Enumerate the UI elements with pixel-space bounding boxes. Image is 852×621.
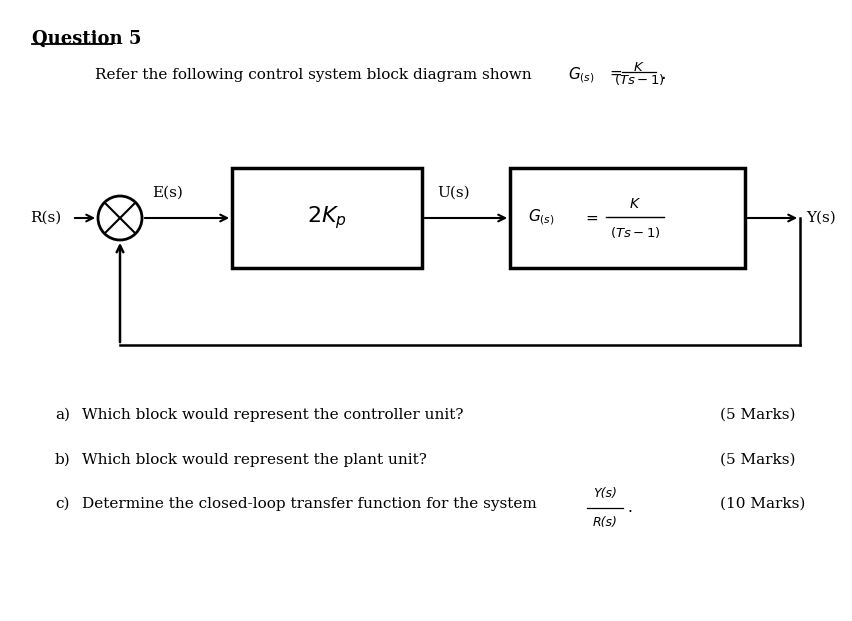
Text: $2K_p$: $2K_p$ [307,204,347,232]
Text: Which block would represent the controller unit?: Which block would represent the controll… [82,408,463,422]
Text: E(s): E(s) [152,186,183,200]
Text: Question 5: Question 5 [32,30,141,48]
Text: $=$: $=$ [583,209,599,225]
Text: $=$: $=$ [607,65,623,80]
Text: (10 Marks): (10 Marks) [720,497,805,511]
Text: $K$: $K$ [633,61,645,74]
Text: (5 Marks): (5 Marks) [720,408,796,422]
Text: .: . [627,501,632,515]
Text: Determine the closed-loop transfer function for the system: Determine the closed-loop transfer funct… [82,497,537,511]
Text: R(s): R(s) [30,211,61,225]
Text: $(Ts-1)$: $(Ts-1)$ [613,72,665,87]
Text: U(s): U(s) [437,186,469,200]
Text: b): b) [55,453,71,467]
Text: $G_{(s)}$: $G_{(s)}$ [528,207,555,227]
Text: .: . [660,65,665,83]
Bar [232,168,422,268]
Text: (5 Marks): (5 Marks) [720,453,796,467]
Bar [510,168,745,268]
Text: Which block would represent the plant unit?: Which block would represent the plant un… [82,453,427,467]
Text: Y(s): Y(s) [806,211,836,225]
Text: a): a) [55,408,70,422]
Text: $G_{(s)}$: $G_{(s)}$ [568,65,595,84]
Text: c): c) [55,497,70,511]
Text: Refer the following control system block diagram shown: Refer the following control system block… [95,68,532,82]
Text: $K$: $K$ [629,197,641,211]
Text: $(Ts-1)$: $(Ts-1)$ [609,225,660,240]
Text: Y(s): Y(s) [593,487,617,500]
Text: R(s): R(s) [592,516,618,529]
